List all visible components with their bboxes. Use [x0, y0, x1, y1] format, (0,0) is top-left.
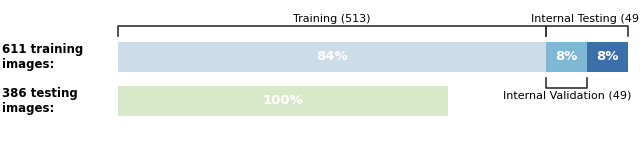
Text: 8%: 8%	[556, 51, 578, 63]
Text: 100%: 100%	[263, 94, 303, 107]
Bar	[588, 42, 628, 72]
Text: 8%: 8%	[596, 51, 619, 63]
Bar	[118, 42, 547, 72]
Text: 84%: 84%	[316, 51, 348, 63]
Text: 386 testing
images:: 386 testing images:	[2, 87, 77, 115]
Text: Internal Testing (49): Internal Testing (49)	[531, 14, 640, 24]
Bar	[118, 86, 449, 116]
Text: Training (513): Training (513)	[294, 14, 371, 24]
Bar	[547, 42, 588, 72]
Text: Internal Validation (49): Internal Validation (49)	[502, 91, 631, 101]
Text: 611 training
images:: 611 training images:	[2, 43, 83, 71]
